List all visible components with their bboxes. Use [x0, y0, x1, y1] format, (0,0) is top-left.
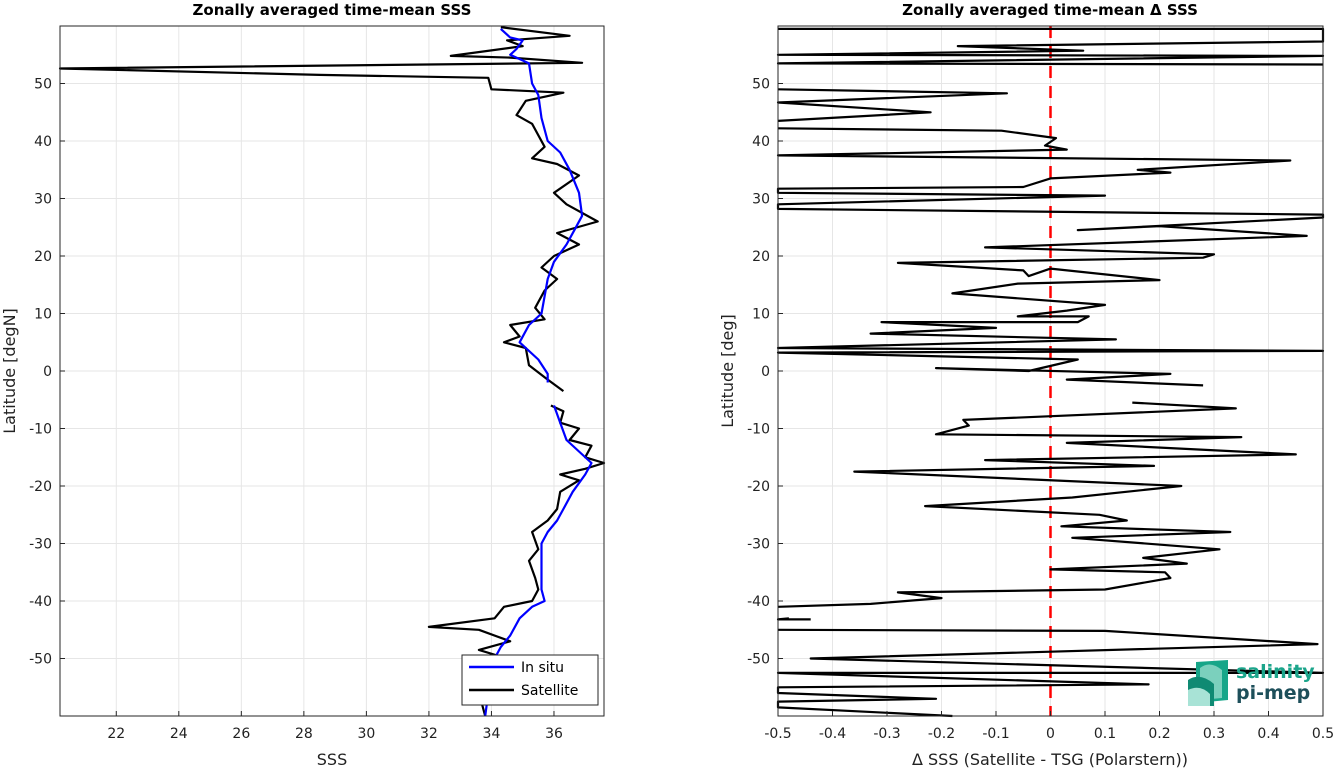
delta-sss-y-tick-label: 20: [752, 249, 770, 265]
delta-sss-y-tick-label: -20: [747, 479, 770, 495]
delta-sss-x-tick-label: -0.1: [982, 726, 1009, 742]
delta-sss-chart-title: Zonally averaged time-mean Δ SSS: [902, 1, 1198, 19]
delta-sss-series-delta-line: [776, 617, 811, 621]
sss-x-tick-label: 36: [545, 726, 563, 742]
sss-x-tick-label: 34: [483, 726, 501, 742]
delta-sss-x-tick-label: -0.5: [764, 726, 791, 742]
sss-y-tick-label: -30: [29, 537, 52, 553]
delta-sss-y-tick-label: 40: [752, 134, 770, 150]
delta-sss-x-tick-label: 0.5: [1312, 726, 1334, 742]
delta-sss-x-tick-label: 0: [1046, 726, 1055, 742]
sss-x-tick-label: 30: [357, 726, 375, 742]
sss-x-tick-label: 24: [170, 726, 188, 742]
sss-x-tick-label: 26: [232, 726, 250, 742]
sss-chart-title: Zonally averaged time-mean SSS: [193, 1, 472, 19]
delta-sss-y-axis-label: Latitude [deg]: [718, 314, 737, 428]
sss-y-tick-label: 40: [34, 134, 52, 150]
delta-sss-chart-panel: -0.5 -0.4 -0.3 -0.2 -0.1 0 0.1 0.2 0.3 0.4 0.5 -50 -…: [718, 1, 1334, 769]
sss-y-tick-label: 10: [34, 307, 52, 323]
sss-series-in-situ-line: [484, 405, 593, 717]
delta-sss-x-axis-label: Δ SSS (Satellite - TSG (Polarstern)): [912, 750, 1188, 769]
delta-sss-x-tick-label: 0.3: [1203, 726, 1225, 742]
legend-label-satellite: Satellite: [521, 683, 578, 699]
delta-sss-y-tick-label: -30: [747, 537, 770, 553]
logo-text-pi-mep: pi-mep: [1236, 682, 1310, 704]
delta-sss-y-tick-label: -10: [747, 422, 770, 438]
sss-series-in-situ-line: [500, 28, 584, 383]
sss-y-axis-label: Latitude [degN]: [0, 308, 19, 434]
legend: In situ Satellite: [461, 654, 599, 706]
delta-sss-y-tick-label: -50: [747, 652, 770, 668]
sss-y-tick-label: 50: [34, 77, 52, 93]
delta-sss-x-tick-label: 0.2: [1148, 726, 1170, 742]
delta-sss-y-tick-label: 10: [752, 307, 770, 323]
legend-label-in-situ: In situ: [521, 660, 564, 676]
delta-sss-series-delta-line: [776, 88, 1009, 122]
sss-y-tick-label: -20: [29, 479, 52, 495]
delta-sss-y-tick-label: -40: [747, 594, 770, 610]
salinity-pi-mep-logo: salinity pi-mep: [1188, 660, 1315, 706]
delta-sss-y-tick-label: 50: [752, 77, 770, 93]
delta-sss-x-tick-label: 0.1: [1094, 726, 1116, 742]
sss-x-axis-label: SSS: [317, 750, 347, 769]
delta-sss-x-tick-label: 0.4: [1257, 726, 1279, 742]
delta-sss-y-tick-label: 30: [752, 192, 770, 208]
sss-x-tick-label: 32: [420, 726, 438, 742]
sss-x-tick-label: 28: [295, 726, 313, 742]
delta-sss-x-tick-label: -0.2: [928, 726, 955, 742]
sss-series-satellite-line: [58, 26, 599, 392]
delta-sss-x-tick-label: -0.4: [819, 726, 846, 742]
delta-sss-x-tick-label: -0.3: [873, 726, 900, 742]
sss-x-tick-label: 22: [107, 726, 125, 742]
delta-sss-y-tick-label: 0: [761, 364, 770, 380]
sss-y-tick-label: 30: [34, 192, 52, 208]
sss-y-tick-label: -40: [29, 594, 52, 610]
logo-text-salinity: salinity: [1236, 661, 1315, 683]
sss-chart-panel: 22 24 26 28 30 32 34 36 -50 -40 -30 -20 -10 0 10 20 30 40…: [0, 1, 606, 769]
sss-y-tick-label: 20: [34, 249, 52, 265]
legend-box: [461, 654, 599, 706]
delta-sss-series-delta-line: [777, 401, 1297, 608]
sss-y-tick-label: -50: [29, 652, 52, 668]
sss-y-tick-label: -10: [29, 422, 52, 438]
logo-mark-icon: [1188, 660, 1228, 706]
sss-y-tick-label: 0: [43, 364, 52, 380]
